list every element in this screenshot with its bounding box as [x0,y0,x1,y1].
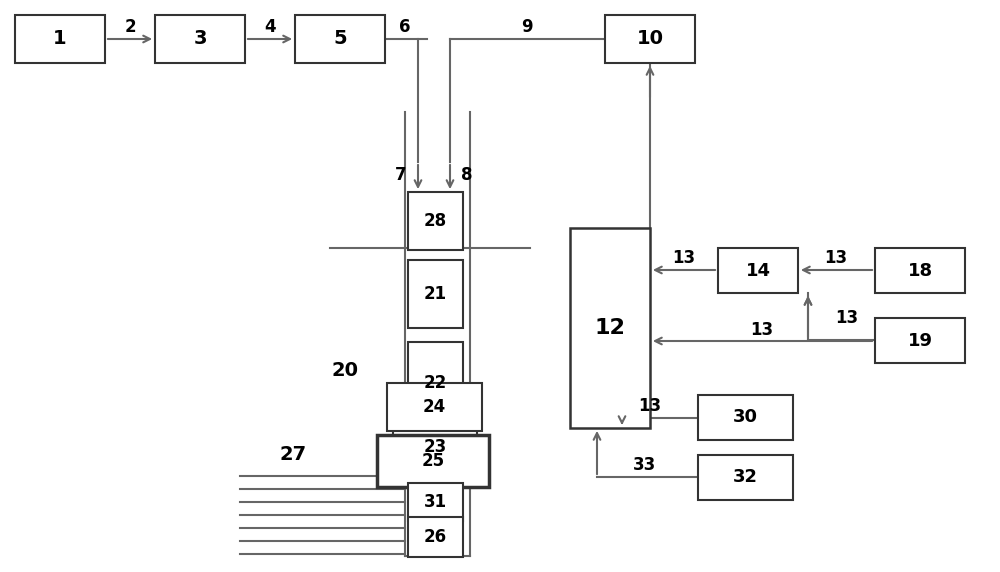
Bar [377,435,489,487]
Bar [698,455,793,500]
Text: 33: 33 [632,456,656,474]
Text: 13: 13 [835,309,858,327]
Text: 22: 22 [424,374,447,392]
Text: 7: 7 [395,166,407,184]
Text: 13: 13 [824,249,848,267]
Bar [875,248,965,293]
Text: 30: 30 [733,408,758,427]
Text: 4: 4 [264,18,276,36]
Text: 21: 21 [424,285,447,303]
Bar [875,318,965,363]
Bar [698,395,793,440]
Text: 20: 20 [332,360,358,379]
Text: 18: 18 [907,261,933,280]
Bar [408,260,463,328]
Text: 13: 13 [638,397,662,415]
Text: 5: 5 [333,30,347,49]
Text: 6: 6 [399,18,411,36]
Bar [718,248,798,293]
Text: 26: 26 [424,528,447,546]
Text: 2: 2 [124,18,136,36]
Bar [387,383,482,431]
Text: 3: 3 [193,30,207,49]
Text: 25: 25 [421,452,445,470]
Bar [295,15,385,63]
Bar [408,342,463,424]
Text: 14: 14 [746,261,770,280]
Text: 19: 19 [908,332,932,349]
Bar [408,483,463,521]
Text: 12: 12 [595,318,625,338]
Text: 24: 24 [423,398,446,416]
Text: 1: 1 [53,30,67,49]
Text: 32: 32 [733,468,758,487]
Bar [408,192,463,250]
Bar [570,228,650,428]
Bar [15,15,105,63]
Text: 10: 10 [637,30,664,49]
Text: 13: 13 [750,321,774,339]
Text: 8: 8 [461,166,473,184]
Text: 31: 31 [424,493,447,511]
Text: 23: 23 [423,438,447,456]
Bar [393,426,477,468]
Bar [155,15,245,63]
Text: 9: 9 [521,18,533,36]
Text: 28: 28 [424,212,447,230]
Text: 27: 27 [279,446,307,464]
Bar [605,15,695,63]
Bar [408,517,463,557]
Text: 13: 13 [672,249,696,267]
